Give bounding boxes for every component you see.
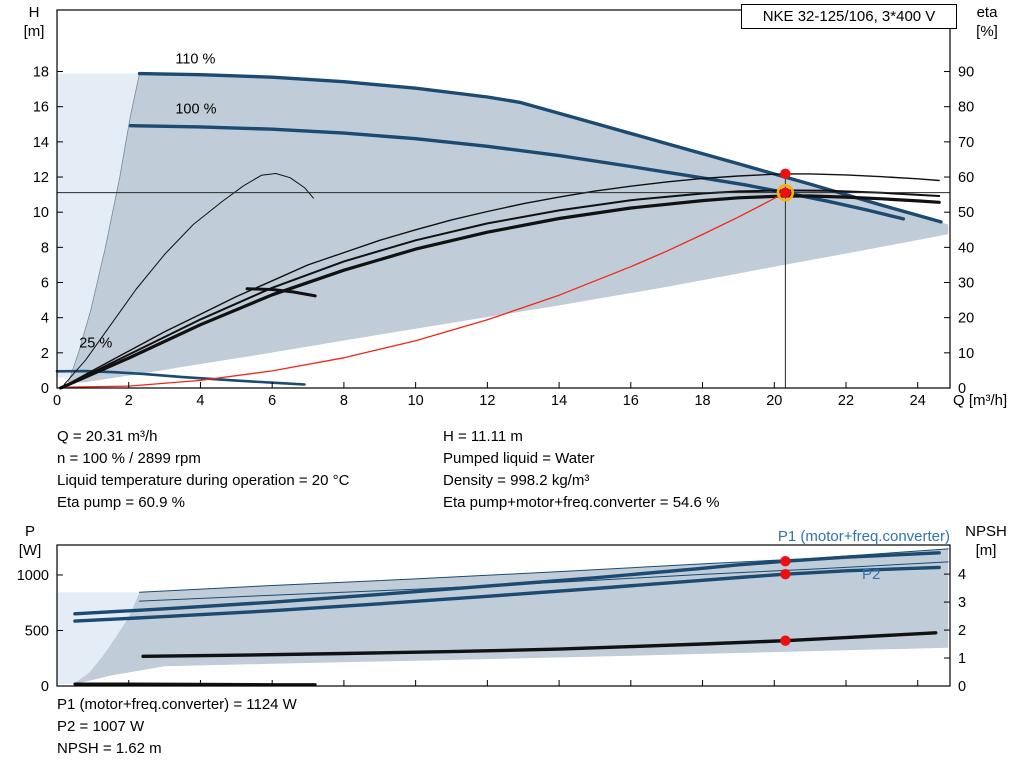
info-line-p2: P2 = 1007 W	[57, 718, 145, 735]
p2-point[interactable]	[780, 568, 791, 580]
y-left-tick-label: 0	[41, 679, 49, 695]
pump-title-box: NKE 32-125/106, 3*400 V	[741, 4, 957, 29]
y-left-tick-label: 500	[25, 623, 49, 639]
y-left-tick-label: 10	[33, 205, 49, 221]
info-line-eta-total: Eta pump+motor+freq.converter = 54.6 %	[443, 494, 720, 511]
x-tick-label: 2	[125, 393, 133, 409]
y-right-tick-label: 80	[958, 100, 974, 116]
info-line-npsh: NPSH = 1.62 m	[57, 740, 162, 757]
h-axis-title: H [m]	[14, 3, 54, 41]
y-right-tick-label: 40	[958, 240, 974, 256]
eta-pump-motor-freq	[58, 194, 941, 390]
h-axis-title-line1: H	[28, 4, 40, 21]
eta-pump	[59, 173, 940, 389]
y-left-tick-label: 16	[33, 100, 49, 116]
info-line-p1: P1 (motor+freq.converter) = 1124 W	[57, 696, 297, 713]
p2-curve-label: P2	[862, 566, 881, 583]
x-tick-label: 14	[551, 393, 567, 409]
y-right-tick-label: 20	[958, 311, 974, 327]
y-right-tick-label: 4	[958, 567, 966, 583]
y-right-tick-label: 30	[958, 276, 974, 292]
p-axis-title-line2: [W]	[18, 542, 42, 559]
y-right-tick-label: 1	[958, 651, 966, 667]
duty-point-ring	[776, 183, 795, 202]
y-right-tick-label: 70	[958, 135, 974, 151]
x-tick-label: 20	[766, 393, 782, 409]
y-left-tick-label: 6	[41, 276, 49, 292]
speed-curve-100-label: 100 %	[175, 102, 216, 118]
p1-curve-label: P1 (motor+freq.converter)	[777, 528, 950, 545]
duty-point[interactable]	[780, 187, 791, 198]
eta-pump-point[interactable]	[780, 168, 791, 180]
p2-curve	[73, 565, 941, 623]
speed-curve-25-label: 25 %	[79, 336, 112, 352]
eta-axis-title: eta [%]	[964, 3, 1010, 41]
speed-curve-100	[128, 123, 906, 221]
x-tick-label: 22	[838, 393, 854, 409]
y-right-tick-label: 60	[958, 170, 974, 186]
y-left-tick-label: 8	[41, 240, 49, 256]
plot-border	[56, 544, 951, 687]
x-tick-label: 6	[268, 393, 276, 409]
y-left-tick-label: 0	[41, 381, 49, 397]
plot-border	[56, 9, 951, 389]
q-axis-title: Q [m³/h]	[953, 392, 1008, 409]
speed-curve-110-label: 110 %	[175, 52, 215, 68]
info-line-density: Density = 998.2 kg/m³	[443, 472, 590, 489]
power-info: P1 (motor+freq.converter) = 1124 W P2 = …	[57, 694, 297, 760]
low-flow-region	[57, 73, 140, 378]
npsh-axis-title-line2: [m]	[975, 542, 997, 559]
x-tick-label: 24	[910, 393, 926, 409]
p-axis-title: P [W]	[10, 522, 50, 560]
x-tick-label: 4	[196, 393, 204, 409]
npsh-axis-title: NPSH [m]	[956, 522, 1016, 560]
npsh-min-curve	[73, 682, 317, 687]
duty-info-right: H = 11.11 m Pumped liquid = Water Densit…	[443, 426, 719, 514]
y-left-tick-label: 12	[33, 170, 49, 186]
y-right-tick-label: 0	[958, 679, 966, 695]
x-tick-label: 16	[623, 393, 639, 409]
y-right-tick-label: 0	[958, 381, 966, 397]
y-right-tick-label: 90	[958, 65, 974, 81]
info-line-head: H = 11.11 m	[443, 428, 523, 445]
npsh-curve	[141, 631, 938, 659]
info-line-temperature: Liquid temperature during operation = 20…	[57, 472, 350, 489]
eta-axis-title-line1: eta	[976, 4, 998, 21]
system-curve	[67, 192, 787, 388]
power-npsh-chart[interactable]: 0 500 1000 0 1 2 3 4	[0, 520, 1024, 720]
p-axis-title-line1: P	[24, 523, 35, 540]
x-tick-label: 12	[479, 393, 495, 409]
y-left-tick-label: 1000	[17, 568, 49, 584]
y-right-tick-label: 10	[958, 346, 974, 362]
y-right-tick-label: 50	[958, 205, 974, 221]
min-flow-boundary	[68, 73, 140, 383]
h-axis-title-line2: [m]	[23, 23, 45, 40]
y-left-tick-label: 14	[33, 135, 49, 151]
info-line-eta-pump: Eta pump = 60.9 %	[57, 494, 185, 511]
info-line-q: Q = 20.31 m³/h	[57, 428, 158, 445]
p1-point[interactable]	[780, 556, 791, 567]
y-right-tick-label: 2	[958, 623, 966, 639]
duty-info-left: Q = 20.31 m³/h n = 100 % / 2899 rpm Liqu…	[57, 426, 349, 514]
p1-curve	[73, 551, 941, 616]
y-left-tick-label: 2	[41, 346, 49, 362]
eta-pump-reduced-speed	[63, 173, 314, 385]
y-left-tick-label: 4	[41, 311, 49, 327]
x-tick-label: 18	[694, 393, 710, 409]
x-tick-label: 0	[53, 393, 61, 409]
power-envelope	[73, 548, 949, 684]
npsh-axis-title-line1: NPSH	[965, 523, 1007, 540]
info-line-liquid: Pumped liquid = Water	[443, 450, 595, 467]
eta-axis-title-line2: [%]	[976, 23, 998, 40]
speed-curve-110	[137, 71, 943, 224]
y-right-tick-label: 3	[958, 595, 966, 611]
y-left-tick-label: 18	[33, 65, 49, 81]
npsh-point[interactable]	[780, 635, 791, 646]
info-line-speed: n = 100 % / 2899 rpm	[57, 450, 201, 467]
qh-eta-chart[interactable]: 110 %100 %25 %0 2 4 6 8 10 12 14 16 18 20 22 2402468…	[0, 0, 1024, 430]
eta-pump-motor	[59, 189, 941, 389]
x-tick-label: 8	[340, 393, 348, 409]
x-tick-label: 10	[408, 393, 424, 409]
